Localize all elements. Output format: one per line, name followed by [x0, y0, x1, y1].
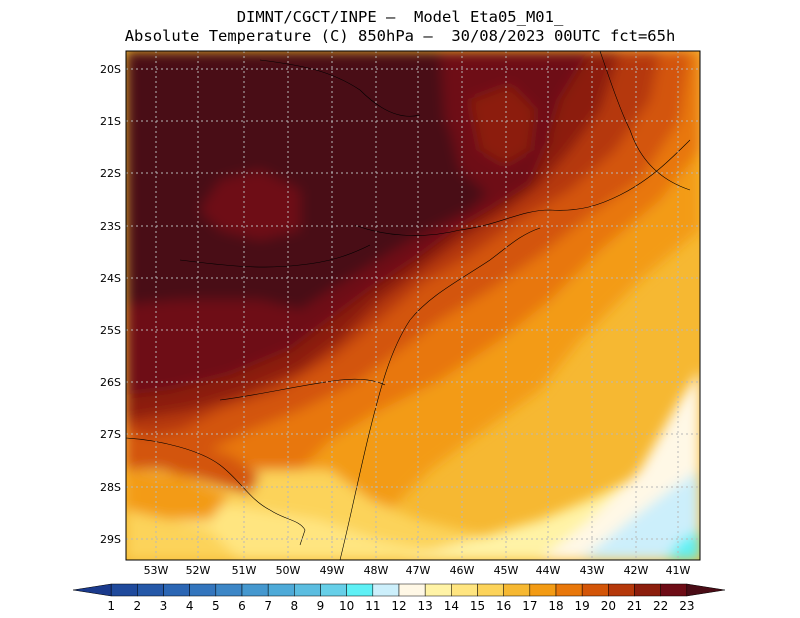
colorbar-label: 22	[653, 599, 668, 613]
colorbar-label: 3	[160, 599, 168, 613]
colorbar-swatch	[163, 583, 190, 597]
colorbar-swatch	[424, 583, 452, 597]
lon-label: 49W	[320, 564, 345, 577]
colorbar-swatch	[398, 583, 426, 597]
colorbar-label: 21	[627, 599, 642, 613]
lon-label: 44W	[536, 564, 561, 577]
lat-label: 28S	[100, 481, 121, 494]
colorbar-arrow-low	[72, 583, 112, 597]
band-23	[126, 51, 490, 310]
lon-label: 52W	[186, 564, 211, 577]
lat-label: 23S	[100, 220, 121, 233]
longitude-labels: 53W 52W 51W 50W 49W 48W 47W 46W 45W 44W …	[144, 564, 691, 577]
graticule	[126, 51, 700, 560]
colorbar-swatch	[477, 583, 504, 597]
colorbar-swatch	[110, 583, 138, 597]
band-10-south	[665, 530, 700, 560]
band-19-sw	[126, 430, 260, 495]
colorbar-label: 11	[365, 599, 380, 613]
colorbar-swatch	[555, 583, 583, 597]
temperature-field	[126, 51, 700, 560]
colorbar-label: 8	[291, 599, 299, 613]
colorbar-arrow-high	[686, 583, 726, 597]
lon-label: 51W	[232, 564, 257, 577]
lat-label: 21S	[100, 115, 121, 128]
lon-label: 41W	[666, 564, 691, 577]
colorbar-swatch	[241, 583, 269, 597]
band-11-south	[580, 470, 700, 560]
band-23-inner	[200, 170, 300, 240]
colorbar-label: 9	[317, 599, 325, 613]
colorbar-swatch	[581, 583, 609, 597]
colorbar-label: 1	[107, 599, 115, 613]
colorbar-swatch	[660, 583, 688, 597]
colorbar-label: 6	[238, 599, 246, 613]
colorbar-label: 7	[264, 599, 272, 613]
lon-label: 42W	[624, 564, 649, 577]
lon-label: 47W	[406, 564, 431, 577]
lon-label: 45W	[494, 564, 519, 577]
colorbar-label: 17	[522, 599, 537, 613]
lon-label: 43W	[580, 564, 605, 577]
colorbar-swatch	[215, 583, 243, 597]
colorbar-label: 5	[212, 599, 220, 613]
colorbar-label: 15	[470, 599, 485, 613]
colorbar-label: 12	[391, 599, 406, 613]
colorbar-label: 13	[418, 599, 433, 613]
plot-frame	[125, 50, 701, 561]
lat-label: 22S	[100, 167, 121, 180]
colorbar-swatch	[529, 583, 557, 597]
lon-label: 50W	[276, 564, 301, 577]
lat-label: 27S	[100, 428, 121, 441]
coastline-and-borders	[126, 51, 691, 560]
band-21-bulge	[470, 85, 535, 165]
colorbar-swatch	[372, 583, 400, 597]
latitude-labels: 20S 21S 22S 23S 24S 25S 26S 27S 28S 29S	[100, 63, 121, 546]
band-17-w	[126, 470, 230, 520]
colorbar-label: 14	[444, 599, 459, 613]
lon-label: 48W	[364, 564, 389, 577]
colorbar-swatch	[267, 583, 295, 597]
colorbar-swatch	[503, 583, 531, 597]
colorbar-swatch	[634, 583, 661, 597]
colorbar-swatch	[294, 583, 321, 597]
colorbar-label: 20	[601, 599, 616, 613]
colorbar-label: 19	[575, 599, 590, 613]
colorbar-swatch	[346, 583, 374, 597]
lat-label: 24S	[100, 272, 121, 285]
colorbar-swatch	[320, 583, 347, 597]
colorbar-swatch	[608, 583, 635, 597]
map-title-line-1: DIMNT/CGCT/INPE – Model Eta05_M01_	[236, 8, 564, 26]
colorbar-swatch	[451, 583, 478, 597]
colorbar-label: 2	[134, 599, 142, 613]
lat-label: 26S	[100, 376, 121, 389]
colorbar-label: 4	[186, 599, 194, 613]
colorbar-swatch	[189, 583, 217, 597]
colorbar-label: 18	[548, 599, 563, 613]
lat-label: 25S	[100, 324, 121, 337]
colorbar-label: 16	[496, 599, 511, 613]
colorbar: 1 2 3 4 5 6 7 8 9 10 11 12 13 14 15 16 17 18 19 20 21 22 23	[72, 583, 726, 613]
lat-label: 29S	[100, 533, 121, 546]
colorbar-label: 10	[339, 599, 354, 613]
lat-label: 20S	[100, 63, 121, 76]
band-16-w	[126, 510, 240, 560]
map-title-line-2: Absolute Temperature (C) 850hPa – 30/08/…	[124, 27, 676, 45]
colorbar-swatch	[137, 583, 164, 597]
lon-label: 53W	[144, 564, 169, 577]
colorbar-label: 23	[679, 599, 694, 613]
lon-label: 46W	[450, 564, 475, 577]
